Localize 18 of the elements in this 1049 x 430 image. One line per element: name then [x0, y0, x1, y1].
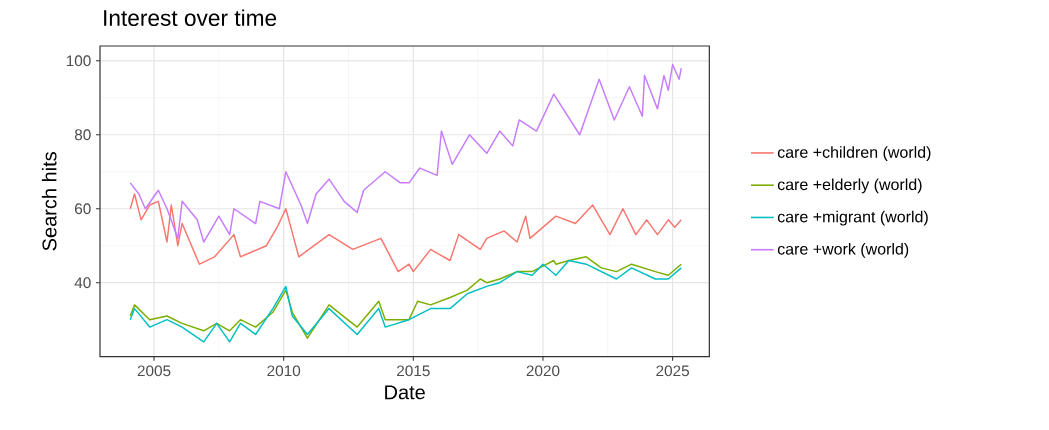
legend-label: care +children (world)	[777, 146, 931, 162]
legend-label: care +work (world)	[777, 242, 909, 258]
y-tick-label: 80	[74, 129, 91, 141]
x-tick-label: 2010	[267, 365, 301, 377]
y-tick-label: 40	[74, 277, 91, 289]
x-tick-label: 2025	[656, 365, 690, 377]
x-tick-label: 2020	[526, 365, 560, 377]
x-axis-title: Date	[385, 385, 425, 400]
y-axis-title: Search hits	[41, 152, 57, 251]
line-series	[129, 193, 682, 273]
x-tick-label: 2015	[397, 365, 430, 377]
y-tick-label: 60	[75, 203, 91, 215]
chart-title: Interest over time	[104, 9, 277, 27]
legend-label: care +migrant (world)	[777, 210, 928, 226]
y-tick-label: 100	[66, 55, 91, 67]
legend-label: care +elderly (world)	[777, 178, 922, 194]
x-tick-label: 2005	[137, 365, 171, 377]
line-series	[129, 63, 682, 243]
